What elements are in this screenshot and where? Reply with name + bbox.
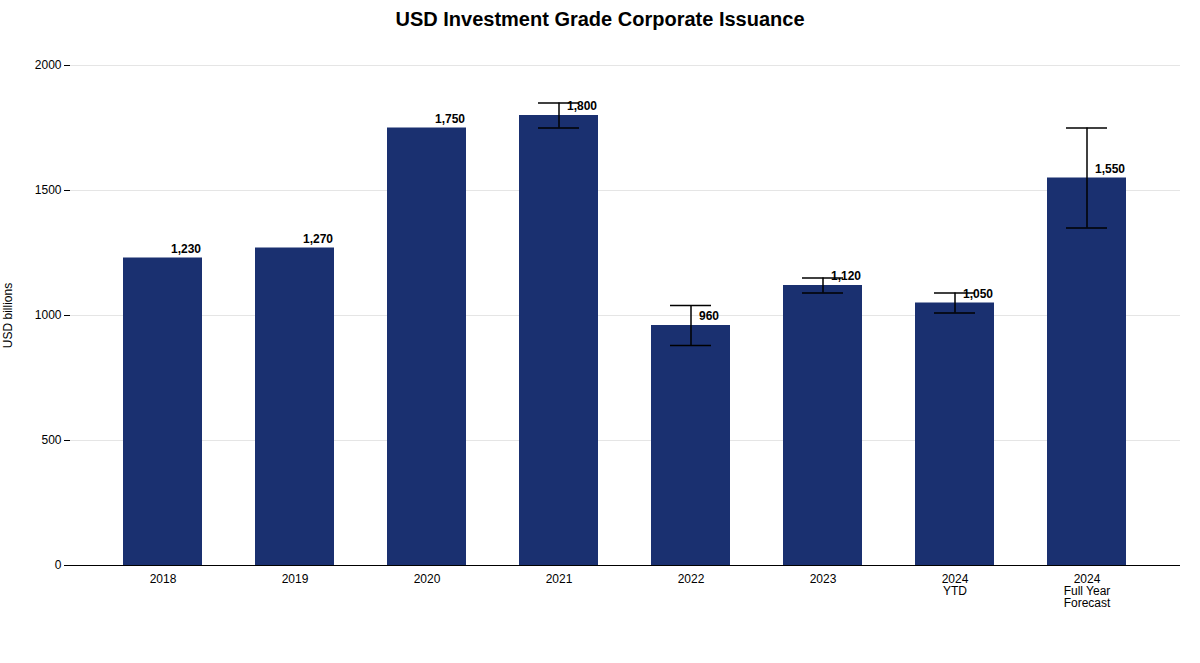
svg-text:500: 500 [41, 433, 61, 447]
svg-text:2022: 2022 [678, 572, 705, 586]
svg-text:2020: 2020 [414, 572, 441, 586]
svg-text:1,750: 1,750 [435, 112, 465, 126]
svg-text:1,230: 1,230 [171, 242, 201, 256]
svg-text:2024YTD: 2024YTD [942, 572, 969, 598]
svg-text:2021: 2021 [546, 572, 573, 586]
svg-text:2019: 2019 [282, 572, 309, 586]
svg-text:2018: 2018 [150, 572, 177, 586]
svg-text:2000: 2000 [35, 58, 62, 72]
svg-text:1,270: 1,270 [303, 232, 333, 246]
svg-text:1,120: 1,120 [831, 269, 861, 283]
svg-text:1,550: 1,550 [1095, 162, 1125, 176]
svg-text:1500: 1500 [35, 183, 62, 197]
svg-text:1000: 1000 [35, 308, 62, 322]
svg-text:2024Full YearForecast: 2024Full YearForecast [1064, 572, 1111, 610]
svg-text:2023: 2023 [810, 572, 837, 586]
svg-text:960: 960 [699, 309, 719, 323]
svg-text:1,800: 1,800 [567, 99, 597, 113]
svg-text:0: 0 [55, 558, 62, 572]
svg-text:USD billions: USD billions [1, 283, 15, 348]
svg-text:1,050: 1,050 [963, 287, 993, 301]
html-text:USD Investment Grade Corporate: USD Investment Grade Corporate Issuance [395, 8, 805, 30]
